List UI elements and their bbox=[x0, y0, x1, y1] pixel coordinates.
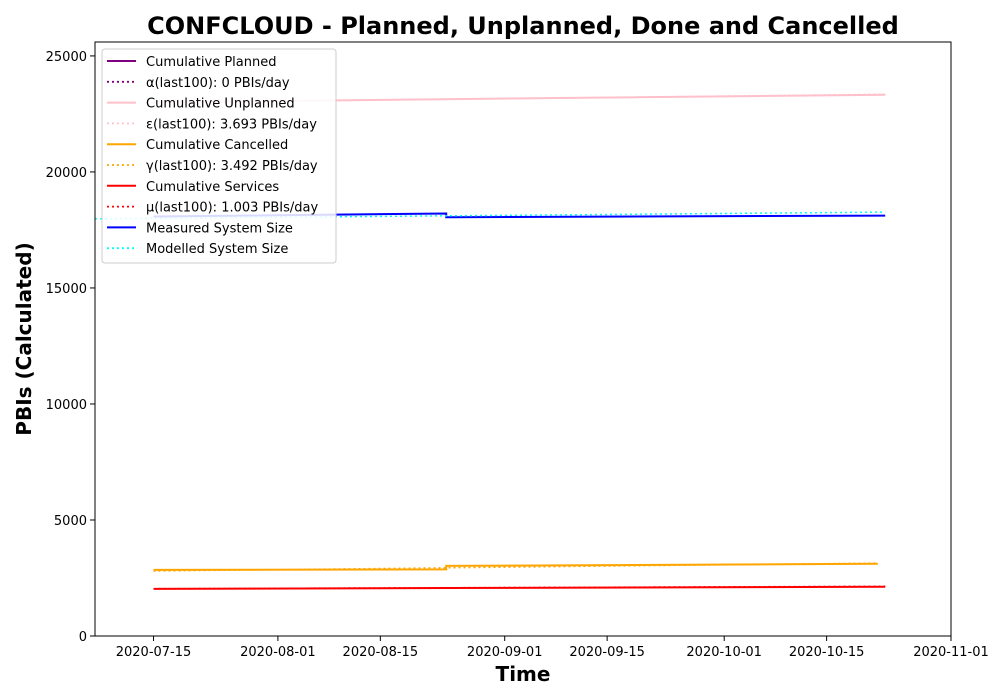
legend-label-2: Cumulative Unplanned bbox=[146, 97, 295, 112]
series-line-7 bbox=[153, 585, 886, 590]
y-tick-label-0: 0 bbox=[79, 630, 87, 645]
legend-label-6: Cumulative Services bbox=[146, 180, 279, 195]
x-tick-label-1: 2020-08-01 bbox=[240, 645, 316, 660]
legend-label-3: ε(last100): 3.693 PBIs/day bbox=[146, 117, 317, 132]
y-tick-label-5: 25000 bbox=[46, 50, 87, 65]
x-tick-label-4: 2020-09-15 bbox=[569, 645, 645, 660]
x-tick-label-6: 2020-10-15 bbox=[789, 645, 865, 660]
series-line-5 bbox=[153, 562, 878, 572]
legend-label-9: Modelled System Size bbox=[146, 242, 288, 257]
x-axis: 2020-07-15 2020-08-01 2020-08-15 2020-09-01… bbox=[116, 636, 989, 660]
legend-label-4: Cumulative Cancelled bbox=[146, 138, 288, 153]
x-tick-label-0: 2020-07-15 bbox=[116, 645, 192, 660]
y-axis-label: PBIs (Calculated) bbox=[12, 242, 36, 435]
y-axis: 0 5000 10000 15000 20000 25000 bbox=[46, 50, 95, 645]
x-tick-label-5: 2020-10-01 bbox=[686, 645, 762, 660]
x-tick-label-2: 2020-08-15 bbox=[343, 645, 419, 660]
legend-label-1: α(last100): 0 PBIs/day bbox=[146, 76, 290, 91]
y-tick-label-1: 5000 bbox=[54, 514, 87, 529]
legend-label-8: Measured System Size bbox=[146, 221, 293, 236]
x-tick-label-3: 2020-09-01 bbox=[467, 645, 543, 660]
legend: Cumulative Planned α(last100): 0 PBIs/day… bbox=[101, 48, 337, 264]
legend-label-7: μ(last100): 1.003 PBIs/day bbox=[146, 201, 318, 216]
legend-box bbox=[101, 48, 337, 264]
chart-title: CONFCLOUD - Planned, Unplanned, Done and… bbox=[147, 12, 899, 40]
plot-frame bbox=[94, 41, 952, 637]
x-axis-label: Time bbox=[496, 662, 551, 686]
x-tick-label-7: 2020-11-01 bbox=[913, 645, 989, 660]
y-tick-label-4: 20000 bbox=[46, 166, 87, 181]
legend-label-0: Cumulative Planned bbox=[146, 55, 276, 70]
legend-label-5: γ(last100): 3.492 PBIs/day bbox=[146, 159, 318, 174]
y-tick-label-2: 10000 bbox=[46, 398, 87, 413]
y-tick-label-3: 15000 bbox=[46, 282, 87, 297]
